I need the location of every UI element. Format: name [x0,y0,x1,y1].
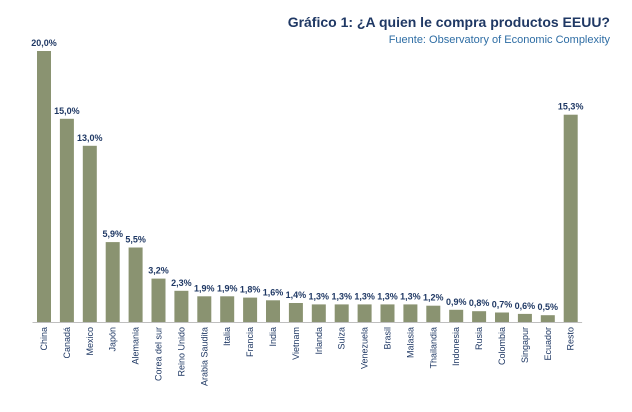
x-tick-label-20: Colombia [497,327,507,365]
bar-22 [540,315,555,322]
data-label-18: 0,9% [446,297,467,307]
x-tick-label-1: Canadá [62,327,72,359]
data-label-5: 3,2% [148,266,169,276]
data-label-21: 0,6% [515,301,536,311]
bar-6 [174,290,189,322]
bar-0 [37,51,51,322]
data-label-6: 2,3% [171,278,192,288]
x-tick-label-4: Alemania [131,327,141,365]
bar-12 [311,304,326,322]
data-label-15: 1,3% [377,291,398,301]
x-tick-label-23: Resto [566,327,576,351]
bar-18 [449,309,464,322]
chart-title: Gráfico 1: ¿A quien le compra productos … [287,14,610,30]
data-label-12: 1,3% [309,291,330,301]
data-label-22: 0,5% [538,302,559,312]
bar-19 [472,311,487,322]
x-tick-label-19: Rusia [474,327,484,350]
x-tick-label-7: Arabia Saudita [199,327,209,386]
x-tick-label-10: India [268,327,278,347]
x-tick-labels: China Canadá Mexico Japón Alemania Corea del … [39,327,576,386]
data-label-14: 1,3% [354,291,375,301]
x-tick-label-8: Italia [222,327,232,346]
data-label-7: 1,9% [194,283,215,293]
data-label-11: 1,4% [286,290,307,300]
x-tick-label-21: Singapur [520,327,530,363]
x-tick-label-15: Brasil [383,327,393,350]
x-tick-label-17: Thailandia [428,327,438,369]
x-tick-label-22: Ecuador [543,327,553,361]
data-label-4: 5,5% [125,235,146,245]
bar-4 [128,247,143,322]
bar-14 [357,304,372,322]
data-label-8: 1,9% [217,283,238,293]
data-label-9: 1,8% [240,285,261,295]
bar-13 [334,304,349,322]
bar-1 [59,118,74,323]
bar-3 [105,242,120,322]
data-label-3: 5,9% [102,229,123,239]
x-tick-label-9: Francia [245,327,255,357]
bar-17 [426,305,441,322]
x-tick-label-2: Mexico [85,327,95,356]
data-labels: 20,0%15,0%13,0%5,9%5,5%3,2%2,3%1,9% 1,9% 1… [31,38,583,312]
bar-5 [151,278,166,322]
data-label-23: 15,3% [558,102,584,112]
bar-series [37,51,578,323]
bar-7 [197,296,212,322]
data-label-13: 1,3% [331,291,352,301]
data-label-1: 15,0% [54,106,80,116]
bar-2 [82,145,97,322]
bar-10 [266,300,280,322]
data-label-10: 1,6% [263,287,284,297]
x-tick-label-5: Corea del sur [154,327,164,381]
bar-15 [380,304,395,322]
bar-21 [517,313,532,322]
data-label-0: 20,0% [31,38,57,48]
data-label-2: 13,0% [77,133,103,143]
bar-20 [495,312,509,322]
x-tick-label-18: Indonesia [451,327,461,366]
bar-11 [288,303,303,322]
x-tick-label-16: Malasia [405,327,415,358]
x-tick-label-3: Japón [108,327,118,352]
bar-23 [563,114,578,322]
x-tick-label-13: Suiza [337,327,347,350]
x-tick-label-12: Irlanda [314,327,324,355]
bar-16 [403,304,418,322]
x-tick-label-6: Reino Unido [176,327,186,377]
data-label-16: 1,3% [400,291,421,301]
x-tick-label-11: Vietnam [291,327,301,360]
bar-8 [220,296,235,322]
data-label-19: 0,8% [469,298,490,308]
chart-subtitle: Fuente: Observatory of Economic Complexi… [388,34,610,46]
data-label-20: 0,7% [492,300,513,310]
x-tick-label-14: Venezuela [360,327,370,369]
x-tick-label-0: China [39,327,49,351]
data-label-17: 1,2% [423,293,444,303]
bar-9 [243,297,258,322]
